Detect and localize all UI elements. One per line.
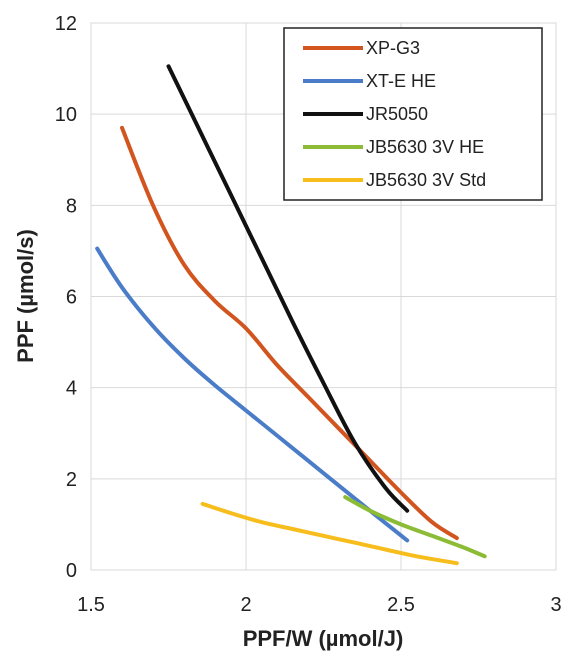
series-line-jb5630-3v-std: [200, 501, 459, 566]
y-tick-label: 2: [66, 469, 77, 491]
series-line-jr5050: [166, 64, 410, 513]
legend-label: XT-E HE: [366, 71, 436, 91]
y-axis-title: PPF (µmol/s): [13, 229, 38, 363]
y-tick-label: 12: [55, 13, 77, 35]
legend: XP-G3 XT-E HE JR5050 JB5630 3V HE JB5630 3V …: [283, 27, 543, 201]
x-tick-label: 2: [240, 594, 251, 616]
x-tick-label: 2.5: [387, 594, 415, 616]
x-tick-label: 1.5: [77, 594, 105, 616]
legend-label: JB5630 3V HE: [366, 137, 484, 157]
gridlines: [91, 22, 556, 570]
y-tick-label: 10: [55, 104, 77, 126]
series-line-xt-e-he: [95, 246, 410, 543]
legend-label: JR5050: [366, 104, 428, 124]
y-tick-labels: 0 2 4 6 8 10 12: [55, 13, 77, 582]
x-tick-label: 3: [550, 594, 561, 616]
series-line-xp-g3: [120, 125, 459, 541]
x-axis-title: PPF/W (µmol/J): [243, 626, 404, 651]
series-layer: [95, 64, 487, 566]
y-tick-label: 4: [66, 378, 77, 400]
legend-label: JB5630 3V Std: [366, 170, 486, 190]
x-tick-labels: 1.5 2 2.5 3: [77, 594, 561, 616]
y-tick-label: 0: [66, 560, 77, 582]
y-tick-label: 6: [66, 287, 77, 309]
legend-label: XP-G3: [366, 38, 420, 58]
series-line-jb5630-3v-he: [343, 495, 487, 559]
y-tick-label: 8: [66, 195, 77, 217]
